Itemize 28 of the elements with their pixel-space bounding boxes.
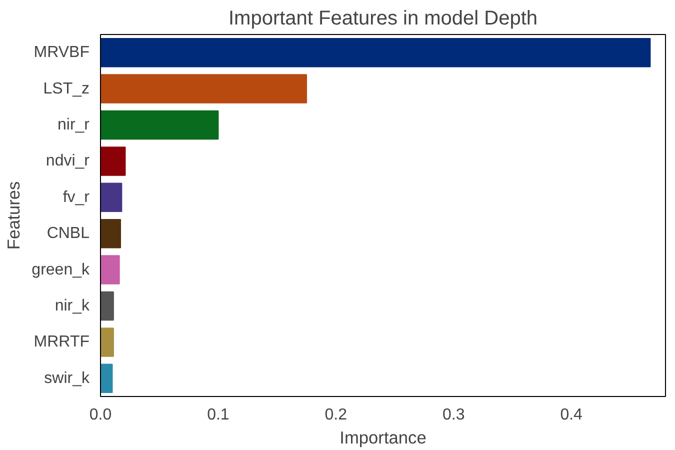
bar — [100, 218, 122, 248]
x-tick-label: 0.3 — [442, 406, 465, 424]
y-tick-label: green_k — [32, 261, 90, 278]
y-tick-label: swir_k — [44, 370, 90, 387]
y-tick-label: fv_r — [62, 188, 90, 206]
bar — [100, 110, 219, 140]
x-tick-label: 0.2 — [324, 406, 348, 424]
bar — [100, 255, 120, 284]
y-tick-label: nir_r — [57, 116, 90, 134]
x-tick-label: 0.0 — [89, 406, 112, 424]
bar — [100, 328, 114, 357]
x-tick-label: 0.4 — [560, 406, 583, 424]
bar — [100, 146, 126, 176]
x-axis-title: Importance — [340, 428, 426, 448]
y-tick-label: LST_z — [43, 80, 90, 98]
bar — [100, 291, 114, 321]
y-tick-label: CNBL — [46, 225, 90, 242]
y-tick-label: nir_k — [54, 298, 90, 314]
y-tick-label: ndvi_r — [46, 152, 90, 170]
bar — [100, 74, 307, 104]
y-axis-title: Features — [4, 180, 24, 250]
y-tick-label: MRVBF — [34, 44, 90, 62]
bar — [100, 182, 122, 212]
x-tick-label: 0.1 — [207, 406, 230, 424]
chart-title: Important Features in model Depth — [228, 8, 538, 30]
bar — [100, 38, 651, 68]
y-tick-label: MRRTF — [34, 334, 90, 351]
bar — [100, 364, 113, 394]
